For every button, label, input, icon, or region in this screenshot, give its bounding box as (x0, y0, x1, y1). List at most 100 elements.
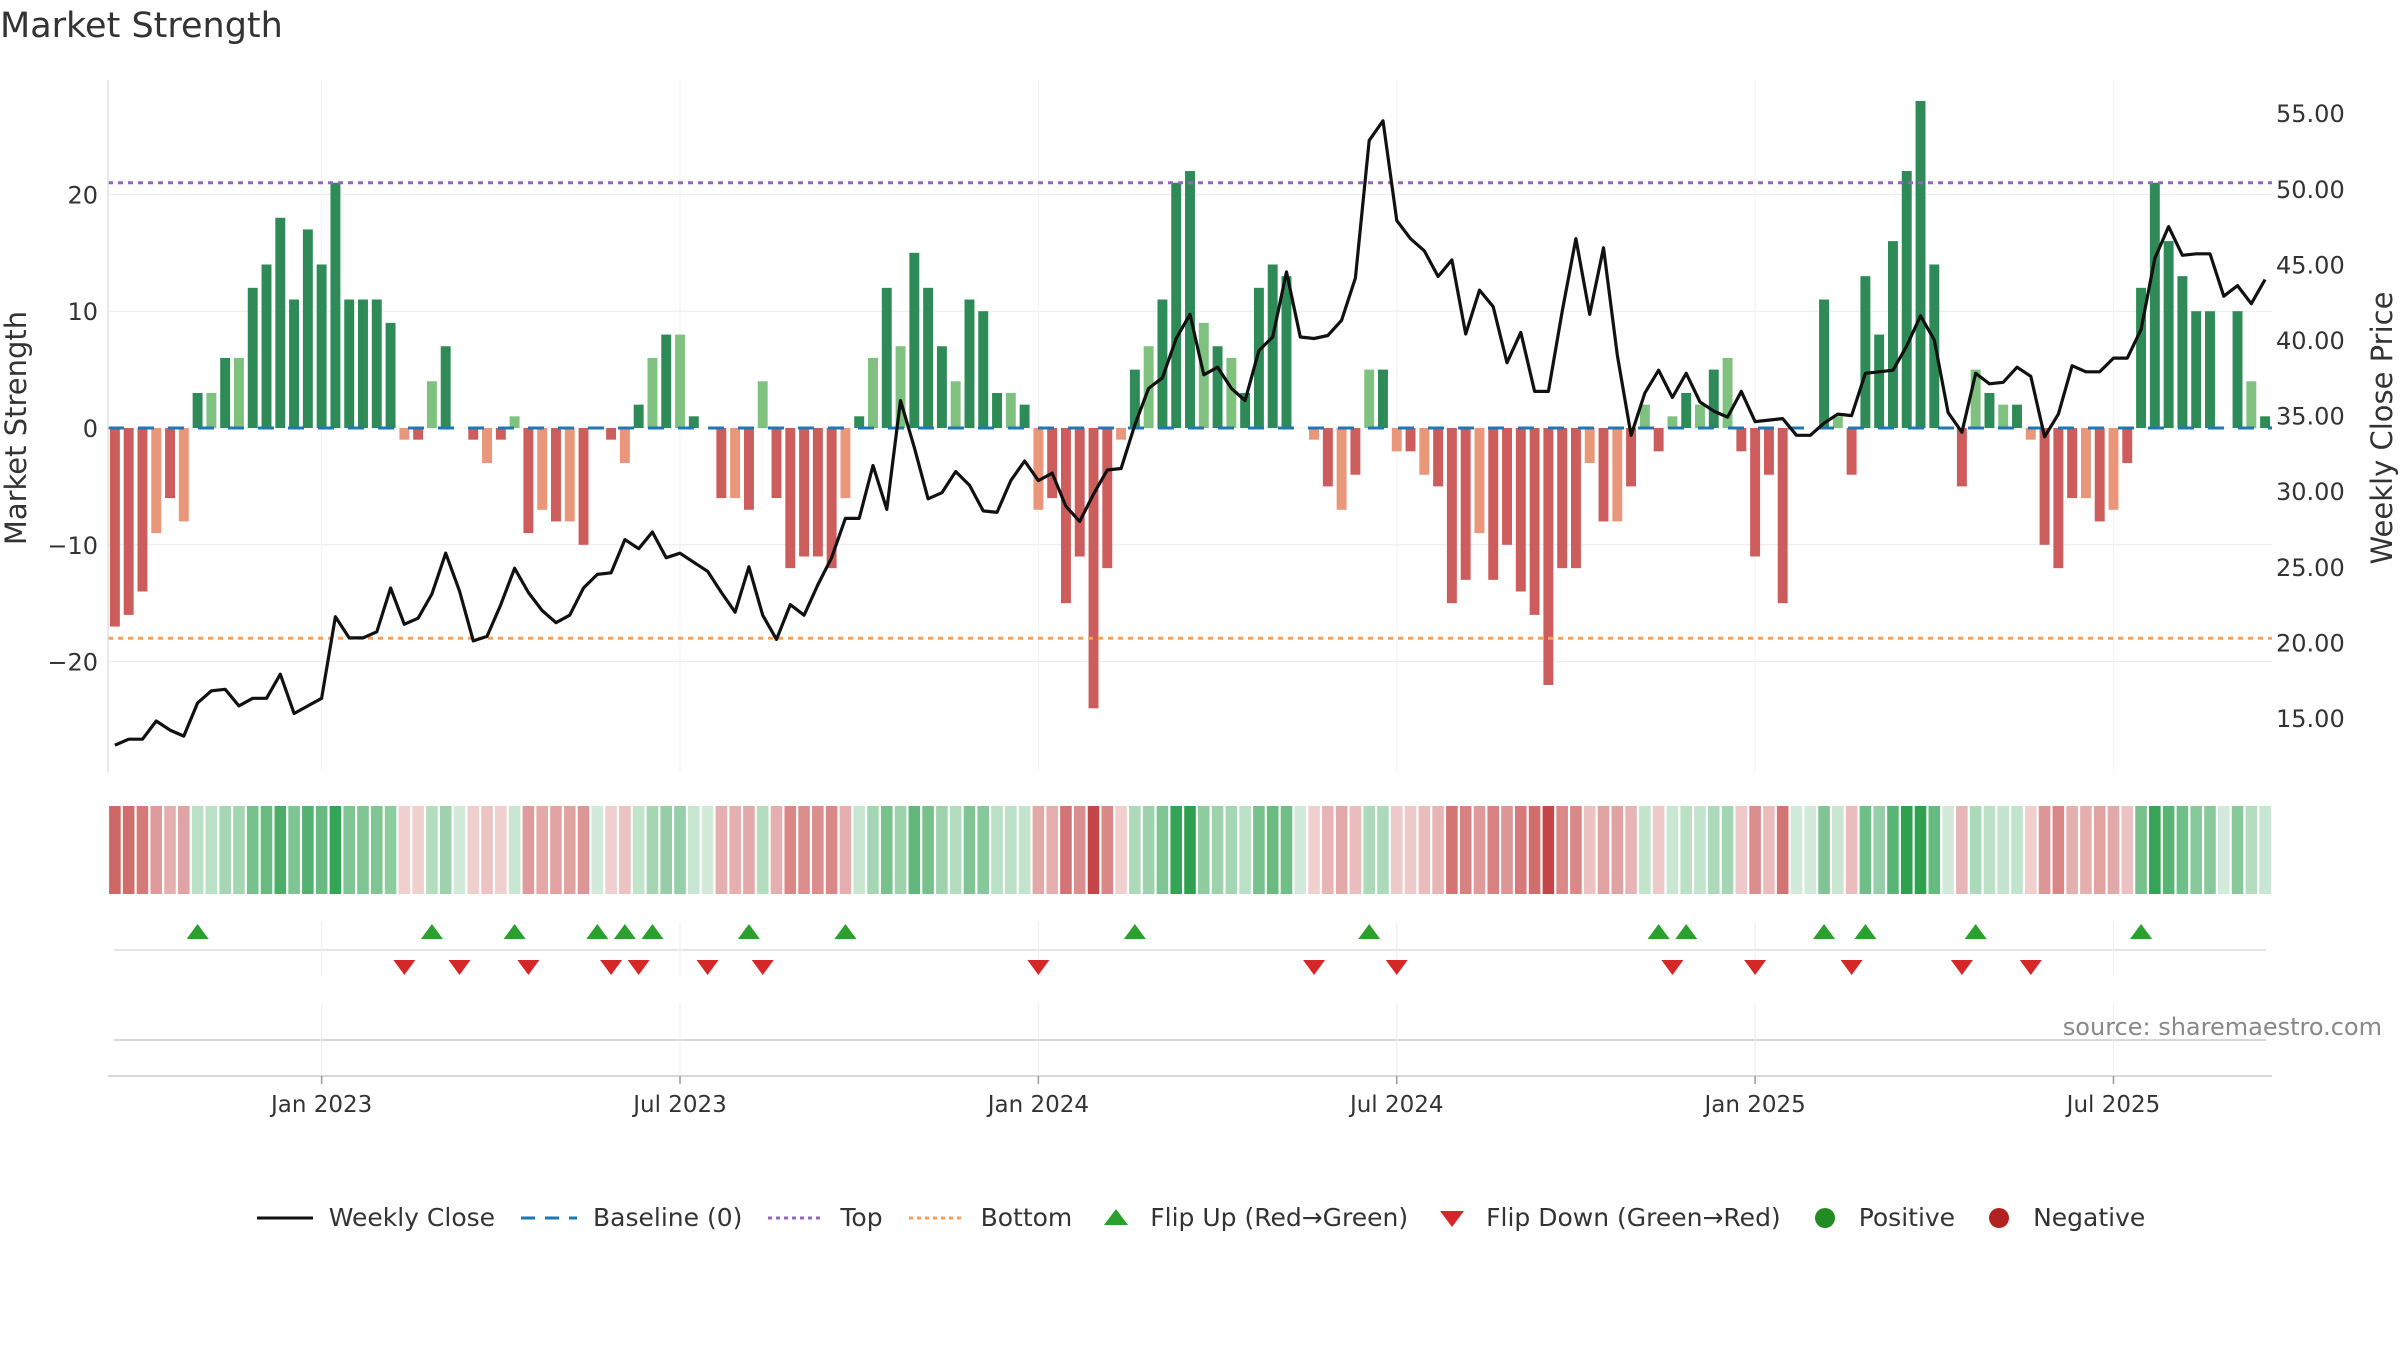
right-tick-label: 25.00 (2276, 554, 2345, 582)
heat-cell (756, 806, 769, 894)
strength-bar (2205, 311, 2215, 428)
reference-lines (108, 181, 2272, 640)
heat-cell (1776, 806, 1789, 894)
heat-cell (481, 806, 493, 894)
heat-cell (1542, 806, 1555, 894)
strength-bar (992, 392, 1002, 428)
strength-bar (661, 334, 672, 428)
heat-cell (384, 806, 397, 894)
heat-cell (150, 806, 163, 894)
heat-cell (288, 806, 300, 894)
strength-bar (1226, 357, 1237, 428)
heat-cell (2259, 806, 2271, 894)
strength-bar (1253, 287, 1264, 428)
strength-bar (619, 428, 630, 464)
flip-markers (114, 922, 2266, 976)
heat-cell (1308, 806, 1320, 894)
strength-bar (826, 428, 837, 569)
strength-bar (1543, 428, 1554, 685)
strength-bar (399, 428, 410, 440)
strength-bar (1612, 428, 1623, 522)
heat-cell (357, 806, 369, 894)
strength-bar (1336, 428, 1347, 510)
strength-bar (1322, 428, 1333, 487)
heat-cell (2093, 806, 2106, 894)
heat-cell (370, 806, 383, 894)
heat-cell (2038, 806, 2051, 894)
left-tick-label: −10 (47, 532, 98, 560)
strength-bar (289, 299, 300, 428)
flip-up-marker (503, 924, 526, 939)
strength-bar (1557, 428, 1568, 569)
heat-cell (246, 806, 259, 894)
heat-cell (963, 806, 976, 894)
heat-cell (1873, 806, 1885, 894)
heat-cell (205, 806, 218, 894)
flip-up-marker (1647, 924, 1670, 939)
strength-bar (578, 428, 589, 545)
flip-down-marker (448, 960, 471, 975)
strength-bar (1887, 241, 1898, 428)
strength-bar (1240, 392, 1251, 428)
strength-bar (468, 428, 479, 440)
right-tick-label: 35.00 (2276, 403, 2345, 431)
strength-bar (854, 416, 865, 428)
heat-cell (729, 806, 741, 894)
heat-cell (1956, 806, 1968, 894)
heat-cell (2025, 806, 2037, 894)
heat-cell (2011, 806, 2023, 894)
source-note: source: sharemaestro.com (2062, 1013, 2382, 1041)
left-tick-label: 0 (83, 415, 98, 443)
heat-cell (1322, 806, 1334, 894)
heat-cell (302, 806, 314, 894)
heat-cell (1887, 806, 1899, 894)
heat-cell (1459, 806, 1472, 894)
strength-bar (2177, 276, 2188, 428)
heat-cell (508, 806, 521, 894)
strength-bar (1171, 182, 1182, 428)
x-axis: Jan 2023 Jul 2023 Jan 2024 Jul 2024 Jan 2025… (108, 1004, 2272, 1118)
heat-cell (1556, 806, 1568, 894)
right-tick-label: 50.00 (2276, 176, 2345, 204)
flip-up-marker (1358, 924, 1381, 939)
strength-bar (537, 428, 548, 510)
heat-cell (1790, 806, 1803, 894)
legend-dot-swatch (768, 1216, 825, 1219)
price-line-group (114, 119, 2267, 747)
strength-bar (881, 287, 892, 428)
heat-cell (1225, 806, 1238, 894)
legend-label: Negative (2033, 1203, 2146, 1232)
heat-cell (1528, 806, 1541, 894)
legend-flip-down: Flip Down (Green→Red) (1432, 1203, 1781, 1232)
strength-bar (936, 346, 947, 428)
strength-bar (1515, 428, 1526, 592)
strength-bar (2053, 428, 2064, 569)
legend-label: Baseline (0) (593, 1203, 743, 1232)
strength-bar (812, 428, 823, 557)
strength-bar (606, 428, 617, 440)
triangle-up-icon (1104, 1208, 1129, 1225)
heat-cell (2231, 806, 2244, 894)
heat-cell (495, 806, 507, 894)
heat-cell (1625, 806, 1637, 894)
heat-cell (2080, 806, 2092, 894)
flip-up-marker (186, 924, 209, 939)
strength-bar (1777, 428, 1788, 604)
heat-cell (1570, 806, 1582, 894)
strength-bar (1860, 276, 1871, 428)
heat-cell (178, 806, 190, 894)
strength-bar (840, 428, 851, 499)
strength-bar (509, 416, 520, 428)
strength-bar (550, 428, 561, 522)
heat-cell (1639, 806, 1651, 894)
strength-bar (2163, 241, 2174, 428)
strength-bar (1570, 428, 1581, 569)
heat-cell (136, 806, 149, 894)
strength-bar (799, 428, 810, 557)
axes: 20 10 0 −10 −20 55.00 50.00 45.00 40.00 35.00 30.0… (0, 80, 2399, 772)
heat-cell (164, 806, 176, 894)
flip-down-marker (1661, 960, 1684, 975)
heat-cell (894, 806, 907, 894)
heat-cell (453, 806, 466, 894)
heat-cell (1005, 806, 1017, 894)
